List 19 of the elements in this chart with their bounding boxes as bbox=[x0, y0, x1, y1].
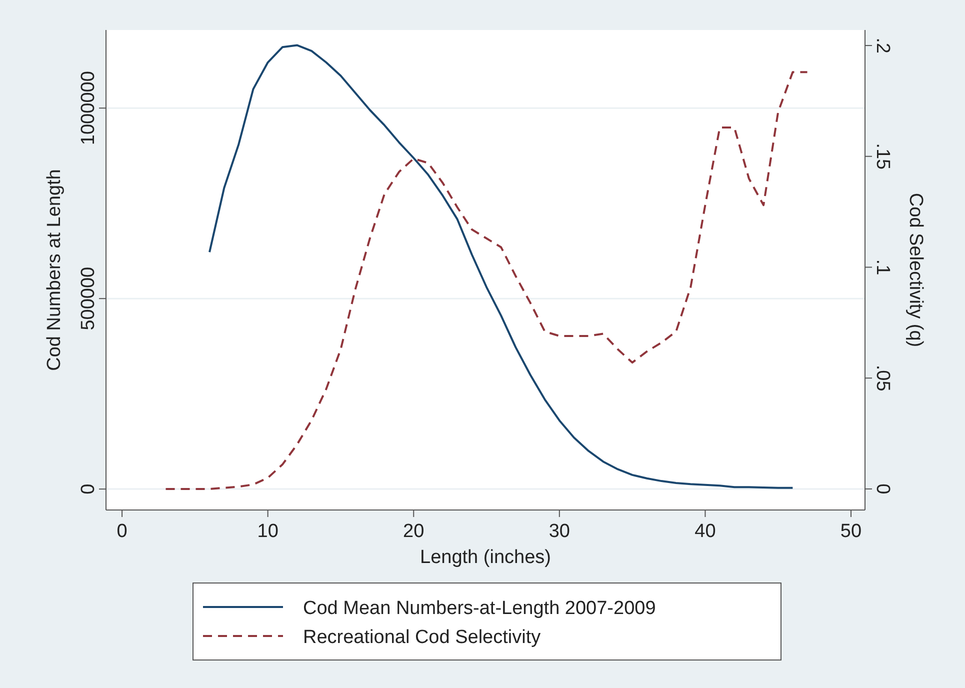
y-tick-label: 500000 bbox=[78, 266, 99, 330]
x-tick-label: 50 bbox=[840, 521, 862, 542]
y2-axis-title: Cod Selectivity (q) bbox=[905, 192, 926, 348]
y-axis-title: Cod Numbers at Length bbox=[44, 169, 65, 371]
x-tick-label: 40 bbox=[694, 521, 716, 542]
x-tick-label: 0 bbox=[116, 521, 128, 542]
y2-tick-label: .2 bbox=[872, 38, 893, 54]
legend-label: Cod Mean Numbers-at-Length 2007-2009 bbox=[303, 598, 656, 619]
x-tick-label: 10 bbox=[257, 521, 278, 542]
y2-tick-label: .1 bbox=[872, 259, 893, 276]
y2-tick-label: .05 bbox=[872, 364, 893, 392]
y2-tick-label: .15 bbox=[872, 143, 893, 170]
x-tick-label: 20 bbox=[403, 521, 424, 542]
x-axis-title: Length (inches) bbox=[420, 547, 551, 568]
y2-tick-label: 0 bbox=[872, 484, 893, 494]
x-tick-label: 30 bbox=[548, 521, 570, 542]
legend-label: Recreational Cod Selectivity bbox=[303, 627, 542, 648]
y-tick-label: 1000000 bbox=[78, 71, 99, 146]
y-tick-label: 0 bbox=[78, 484, 99, 494]
